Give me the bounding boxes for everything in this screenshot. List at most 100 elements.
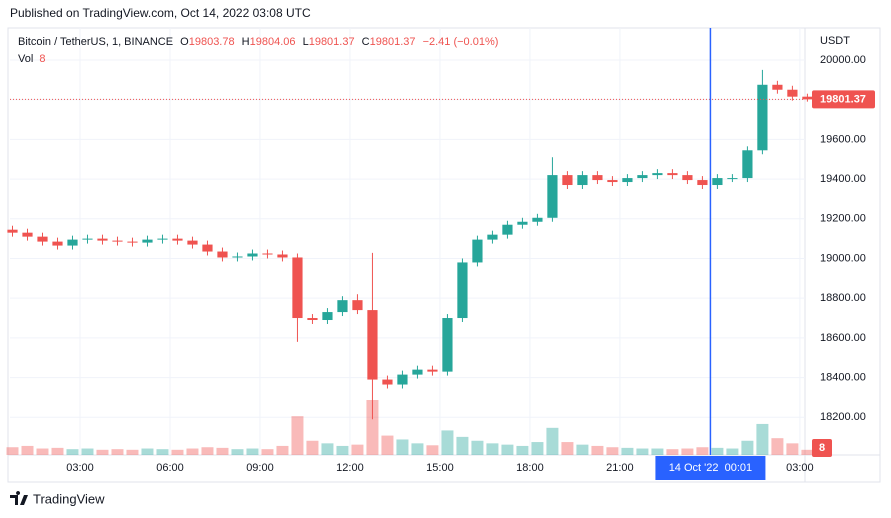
volume-value: 8 [39, 53, 45, 65]
volume-label: Vol [18, 53, 33, 65]
candle-body [637, 175, 648, 179]
candle-body [172, 238, 183, 241]
candle-body [802, 96, 813, 100]
close-label: C [362, 36, 370, 48]
candle-body [667, 173, 678, 176]
chart-frame [7, 27, 881, 483]
candle-body [52, 241, 63, 246]
x-tick-label: 18:00 [516, 462, 544, 474]
y-tick-label: 18400.00 [820, 371, 866, 383]
high-label: H [242, 36, 250, 48]
candle-body [307, 318, 318, 321]
volume-bar [711, 447, 724, 455]
candle-body [622, 178, 633, 183]
volume-bar [186, 448, 199, 455]
candle-body [577, 175, 588, 186]
candle-body [202, 244, 213, 252]
brand-logo [10, 491, 28, 505]
y-tick-label: 19600.00 [820, 133, 866, 145]
candle-body [322, 312, 333, 321]
volume-bar [441, 430, 454, 455]
volume-bar [141, 448, 154, 455]
candle-body [427, 369, 438, 372]
volume-bar [156, 449, 169, 455]
volume-bar [666, 449, 679, 455]
candle-body [352, 300, 363, 311]
volume-bar [66, 449, 79, 455]
volume-bar [51, 447, 64, 455]
candle-body [247, 253, 258, 257]
change: −2.41 (−0.01%) [423, 36, 499, 48]
x-tick-label: 03:00 [66, 462, 94, 474]
candle-body [742, 150, 753, 179]
volume-bar [351, 444, 364, 455]
candle-body [97, 238, 108, 241]
volume-bar [81, 448, 94, 455]
low-value: 19801.37 [309, 36, 355, 48]
candle-body [337, 300, 348, 313]
candle-body [697, 180, 708, 186]
volume-bar [621, 447, 634, 455]
candle-body [442, 318, 453, 372]
volume-bar [546, 427, 559, 455]
crosshair-label: 14 Oct '22 00:01 [669, 462, 752, 474]
x-tick-label: 21:00 [606, 462, 634, 474]
volume-bar [501, 444, 514, 455]
candle-body [592, 175, 603, 181]
candle-body [532, 217, 543, 222]
y-tick-label: 20000.00 [820, 54, 866, 66]
candle-body [292, 257, 303, 319]
candle-body [757, 84, 768, 151]
candle-body [82, 238, 93, 240]
y-tick-label: 19200.00 [820, 213, 866, 225]
brand: TradingView [33, 491, 105, 506]
y-tick-label: 19000.00 [820, 252, 866, 264]
open-value: 19803.78 [189, 36, 235, 48]
candle-body [7, 229, 18, 233]
y-tick-label: 19400.00 [820, 173, 866, 185]
x-tick-label: 06:00 [156, 462, 184, 474]
candle-body [502, 224, 513, 235]
volume-bar [786, 443, 799, 455]
volume-bar [591, 445, 604, 455]
symbol: Bitcoin / TetherUS, 1, BINANCE [18, 36, 173, 48]
volume-badge-label: 8 [819, 442, 825, 454]
candle-body [187, 240, 198, 245]
x-tick-label: 15:00 [426, 462, 454, 474]
y-tick-label: 18600.00 [820, 332, 866, 344]
candle-body [727, 178, 738, 180]
logo-icon [10, 491, 28, 505]
volume-bar [696, 447, 709, 455]
candle-body [127, 241, 138, 243]
candle-body [367, 310, 378, 380]
candle-body [382, 379, 393, 385]
currency: USDT [820, 35, 850, 47]
last-price-box [812, 90, 875, 109]
candle-body [67, 239, 78, 246]
volume-bar [741, 440, 754, 455]
candle-body [262, 253, 273, 255]
candle-body [787, 89, 798, 97]
candle-body [217, 251, 228, 258]
candle-body [37, 236, 48, 242]
last-price-label: 19801.37 [820, 93, 866, 105]
volume-bar [336, 445, 349, 455]
volume-badge [812, 439, 832, 457]
volume-bar [471, 440, 484, 455]
y-tick-label: 18800.00 [820, 292, 866, 304]
candle-body [487, 234, 498, 240]
volume-bar [21, 445, 34, 455]
volume-bar [276, 445, 289, 455]
volume-bar [636, 448, 649, 455]
volume-bar [246, 448, 259, 455]
x-tick-label: 12:00 [336, 462, 364, 474]
volume-bar [606, 447, 619, 455]
volume-legend: Vol 8 [18, 53, 45, 65]
candle-body [157, 238, 168, 240]
volume-bar [291, 416, 304, 455]
candle-body [232, 256, 243, 258]
candle-body [112, 240, 123, 242]
volume-bar [486, 443, 499, 455]
volume-bar [366, 400, 379, 455]
